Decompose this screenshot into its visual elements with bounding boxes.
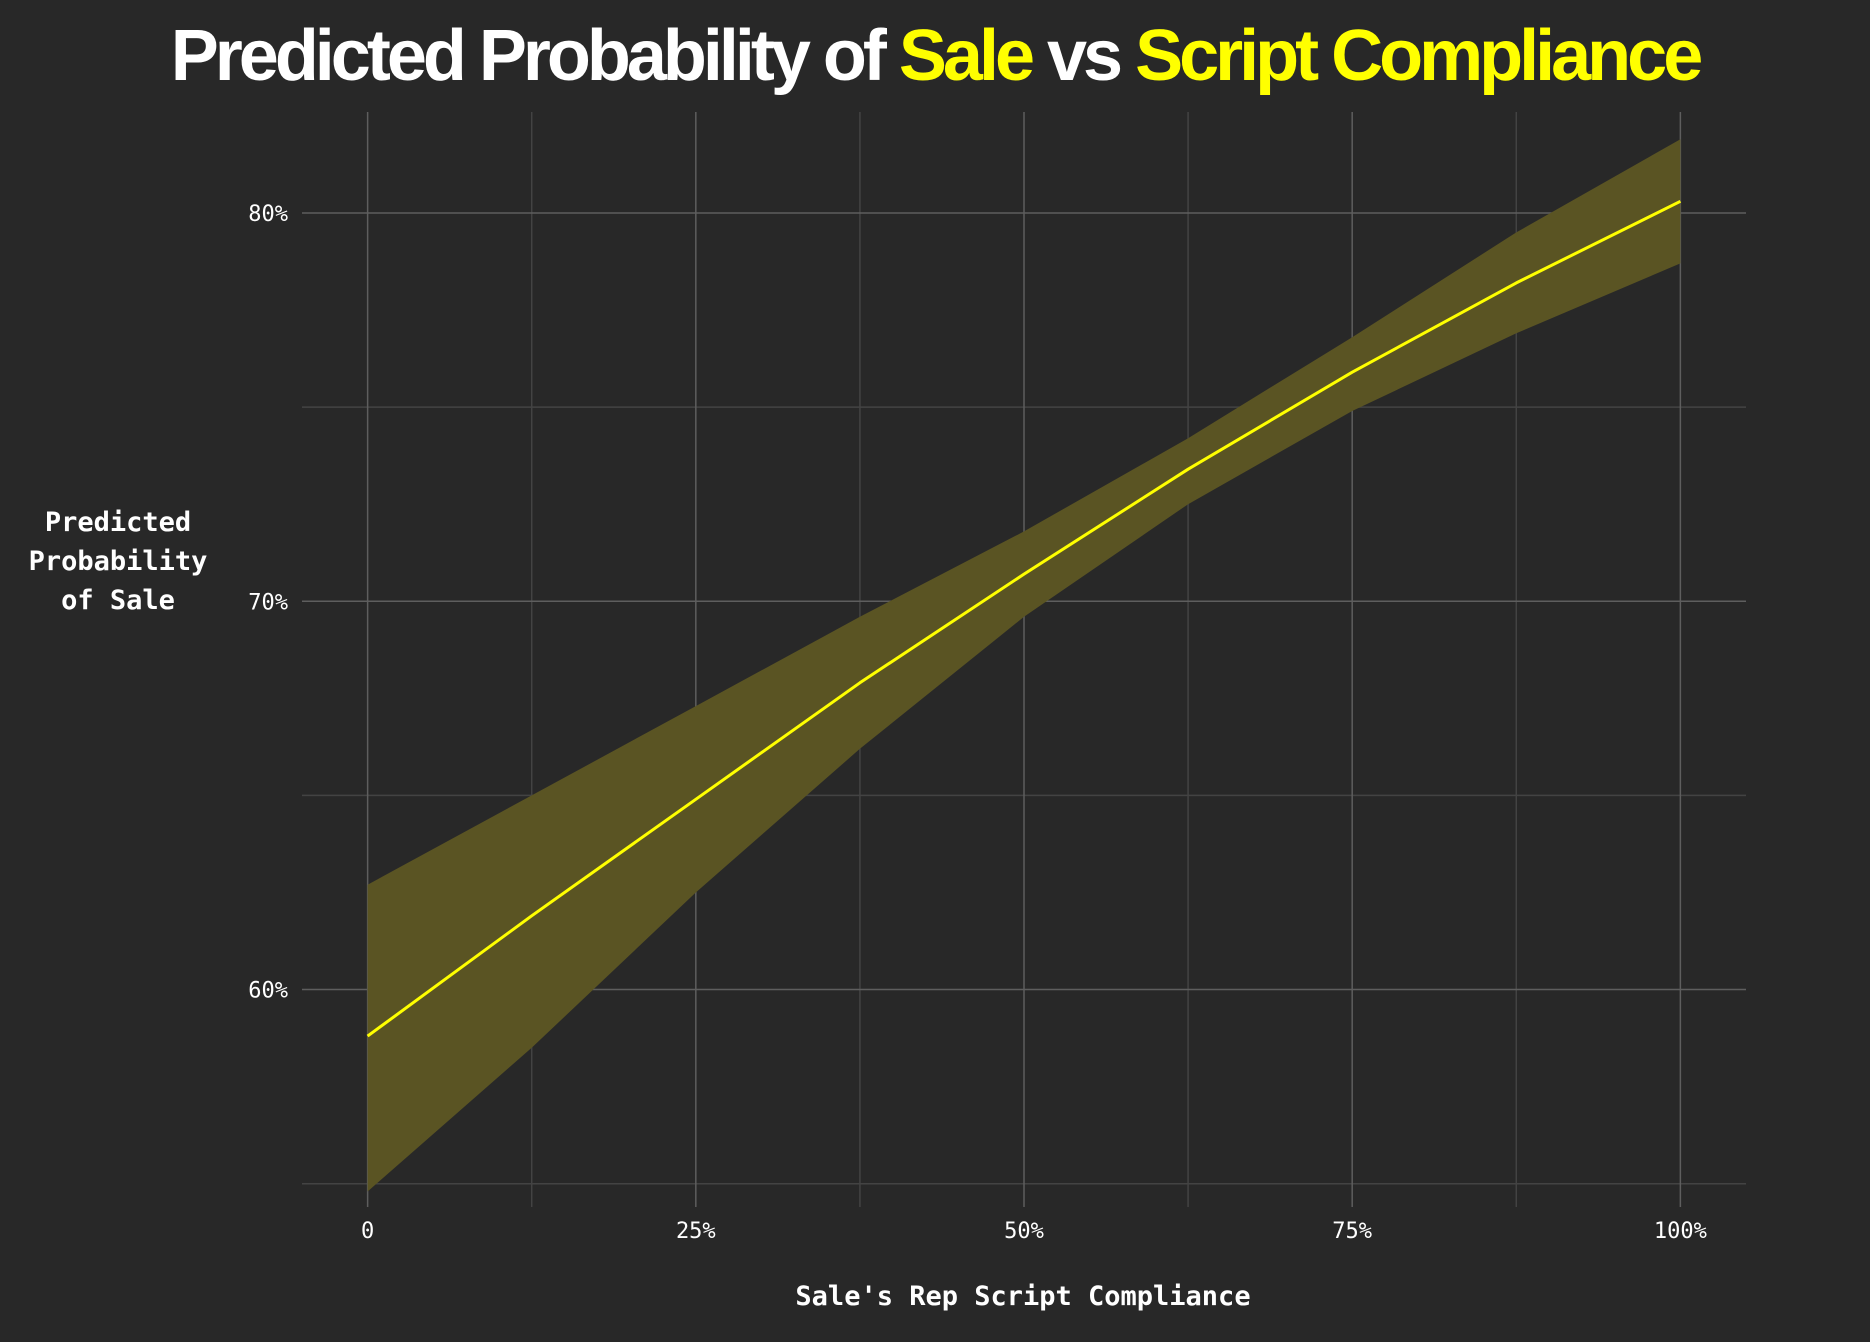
y-tick-labels: 60% 70% 80% <box>248 202 288 1004</box>
title-part-2: vs <box>1031 16 1135 96</box>
title-part-1: Sale <box>899 16 1033 96</box>
x-tick-label-0: 0 <box>361 1219 374 1244</box>
confidence-band-layer <box>367 139 1681 1192</box>
confidence-band-0 <box>367 139 1681 1192</box>
title-part-3: Script Compliance <box>1135 16 1701 96</box>
y-tick-label-2: 80% <box>248 202 288 227</box>
line-layer <box>366 199 1682 1038</box>
prediction-line-0 <box>366 199 1682 1038</box>
x-tick-label-1: 25% <box>676 1219 716 1244</box>
x-tick-label-2: 50% <box>1004 1219 1044 1244</box>
y-axis-title-line-0: Predicted <box>45 507 191 538</box>
chart-title: Predicted Probability of Sale vs Script … <box>171 16 1701 96</box>
y-tick-label-1: 70% <box>248 590 288 615</box>
x-tick-label-4: 100% <box>1654 1219 1707 1244</box>
x-tick-labels: 0 25% 50% 75% 100% <box>361 1219 1707 1244</box>
x-tick-label-3: 75% <box>1332 1219 1372 1244</box>
y-axis-title-line-2: of Sale <box>61 585 175 616</box>
y-axis-title-line-1: Probability <box>29 546 208 577</box>
y-tick-label-0: 60% <box>248 979 288 1004</box>
x-axis-title: Sale's Rep Script Compliance <box>795 1281 1250 1312</box>
title-part-0: Predicted Probability of <box>171 16 899 96</box>
y-axis-title: Predicted Probability of Sale <box>29 507 208 616</box>
